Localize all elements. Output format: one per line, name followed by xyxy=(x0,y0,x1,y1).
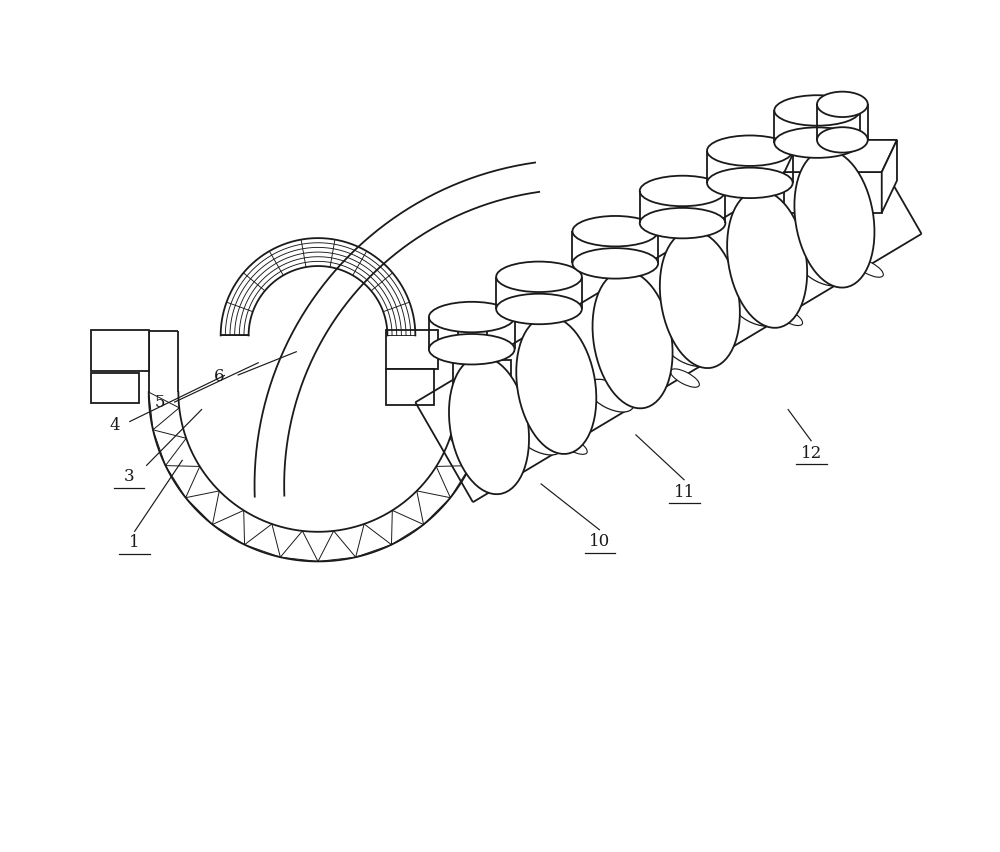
Polygon shape xyxy=(436,465,471,498)
Ellipse shape xyxy=(731,293,777,326)
Polygon shape xyxy=(473,424,492,443)
Polygon shape xyxy=(149,392,179,429)
Polygon shape xyxy=(453,392,511,424)
Polygon shape xyxy=(245,524,280,557)
Polygon shape xyxy=(153,429,186,465)
Text: 10: 10 xyxy=(589,533,611,550)
Ellipse shape xyxy=(774,308,803,325)
Polygon shape xyxy=(784,140,897,172)
Ellipse shape xyxy=(774,128,860,158)
Ellipse shape xyxy=(516,423,562,455)
Ellipse shape xyxy=(496,262,582,292)
Ellipse shape xyxy=(593,271,673,408)
Polygon shape xyxy=(453,424,473,443)
Ellipse shape xyxy=(640,176,725,206)
Polygon shape xyxy=(784,172,882,213)
Ellipse shape xyxy=(707,168,793,199)
Ellipse shape xyxy=(572,248,658,279)
Polygon shape xyxy=(882,140,897,213)
Ellipse shape xyxy=(449,357,529,494)
Ellipse shape xyxy=(727,190,807,328)
Ellipse shape xyxy=(664,334,710,366)
Ellipse shape xyxy=(707,135,793,166)
Polygon shape xyxy=(386,331,438,369)
Ellipse shape xyxy=(516,316,596,454)
Ellipse shape xyxy=(558,436,587,454)
Ellipse shape xyxy=(429,334,515,365)
Ellipse shape xyxy=(817,92,868,117)
Ellipse shape xyxy=(817,127,868,153)
Polygon shape xyxy=(212,510,245,544)
Polygon shape xyxy=(280,531,318,561)
Ellipse shape xyxy=(640,208,725,239)
Ellipse shape xyxy=(496,294,582,325)
Polygon shape xyxy=(91,331,149,371)
Polygon shape xyxy=(186,491,219,525)
Polygon shape xyxy=(356,524,391,557)
Ellipse shape xyxy=(794,150,874,288)
Text: 6: 6 xyxy=(214,368,224,385)
Text: 12: 12 xyxy=(801,445,822,462)
Polygon shape xyxy=(417,491,450,525)
Polygon shape xyxy=(91,372,139,403)
Text: 5: 5 xyxy=(154,394,165,411)
Text: 3: 3 xyxy=(124,469,135,486)
Ellipse shape xyxy=(587,379,634,412)
Ellipse shape xyxy=(854,259,883,277)
Ellipse shape xyxy=(660,231,740,368)
Ellipse shape xyxy=(774,95,860,126)
Polygon shape xyxy=(318,531,356,561)
Polygon shape xyxy=(492,424,511,443)
Polygon shape xyxy=(386,369,434,405)
Ellipse shape xyxy=(798,253,845,286)
Polygon shape xyxy=(391,510,424,544)
Polygon shape xyxy=(450,429,483,465)
Text: 11: 11 xyxy=(674,484,695,500)
Polygon shape xyxy=(453,360,511,392)
Text: 1: 1 xyxy=(129,534,140,551)
Ellipse shape xyxy=(670,369,699,388)
Ellipse shape xyxy=(429,302,515,332)
Text: 4: 4 xyxy=(110,417,120,435)
Polygon shape xyxy=(165,465,200,498)
Ellipse shape xyxy=(572,216,658,246)
Polygon shape xyxy=(457,392,487,429)
